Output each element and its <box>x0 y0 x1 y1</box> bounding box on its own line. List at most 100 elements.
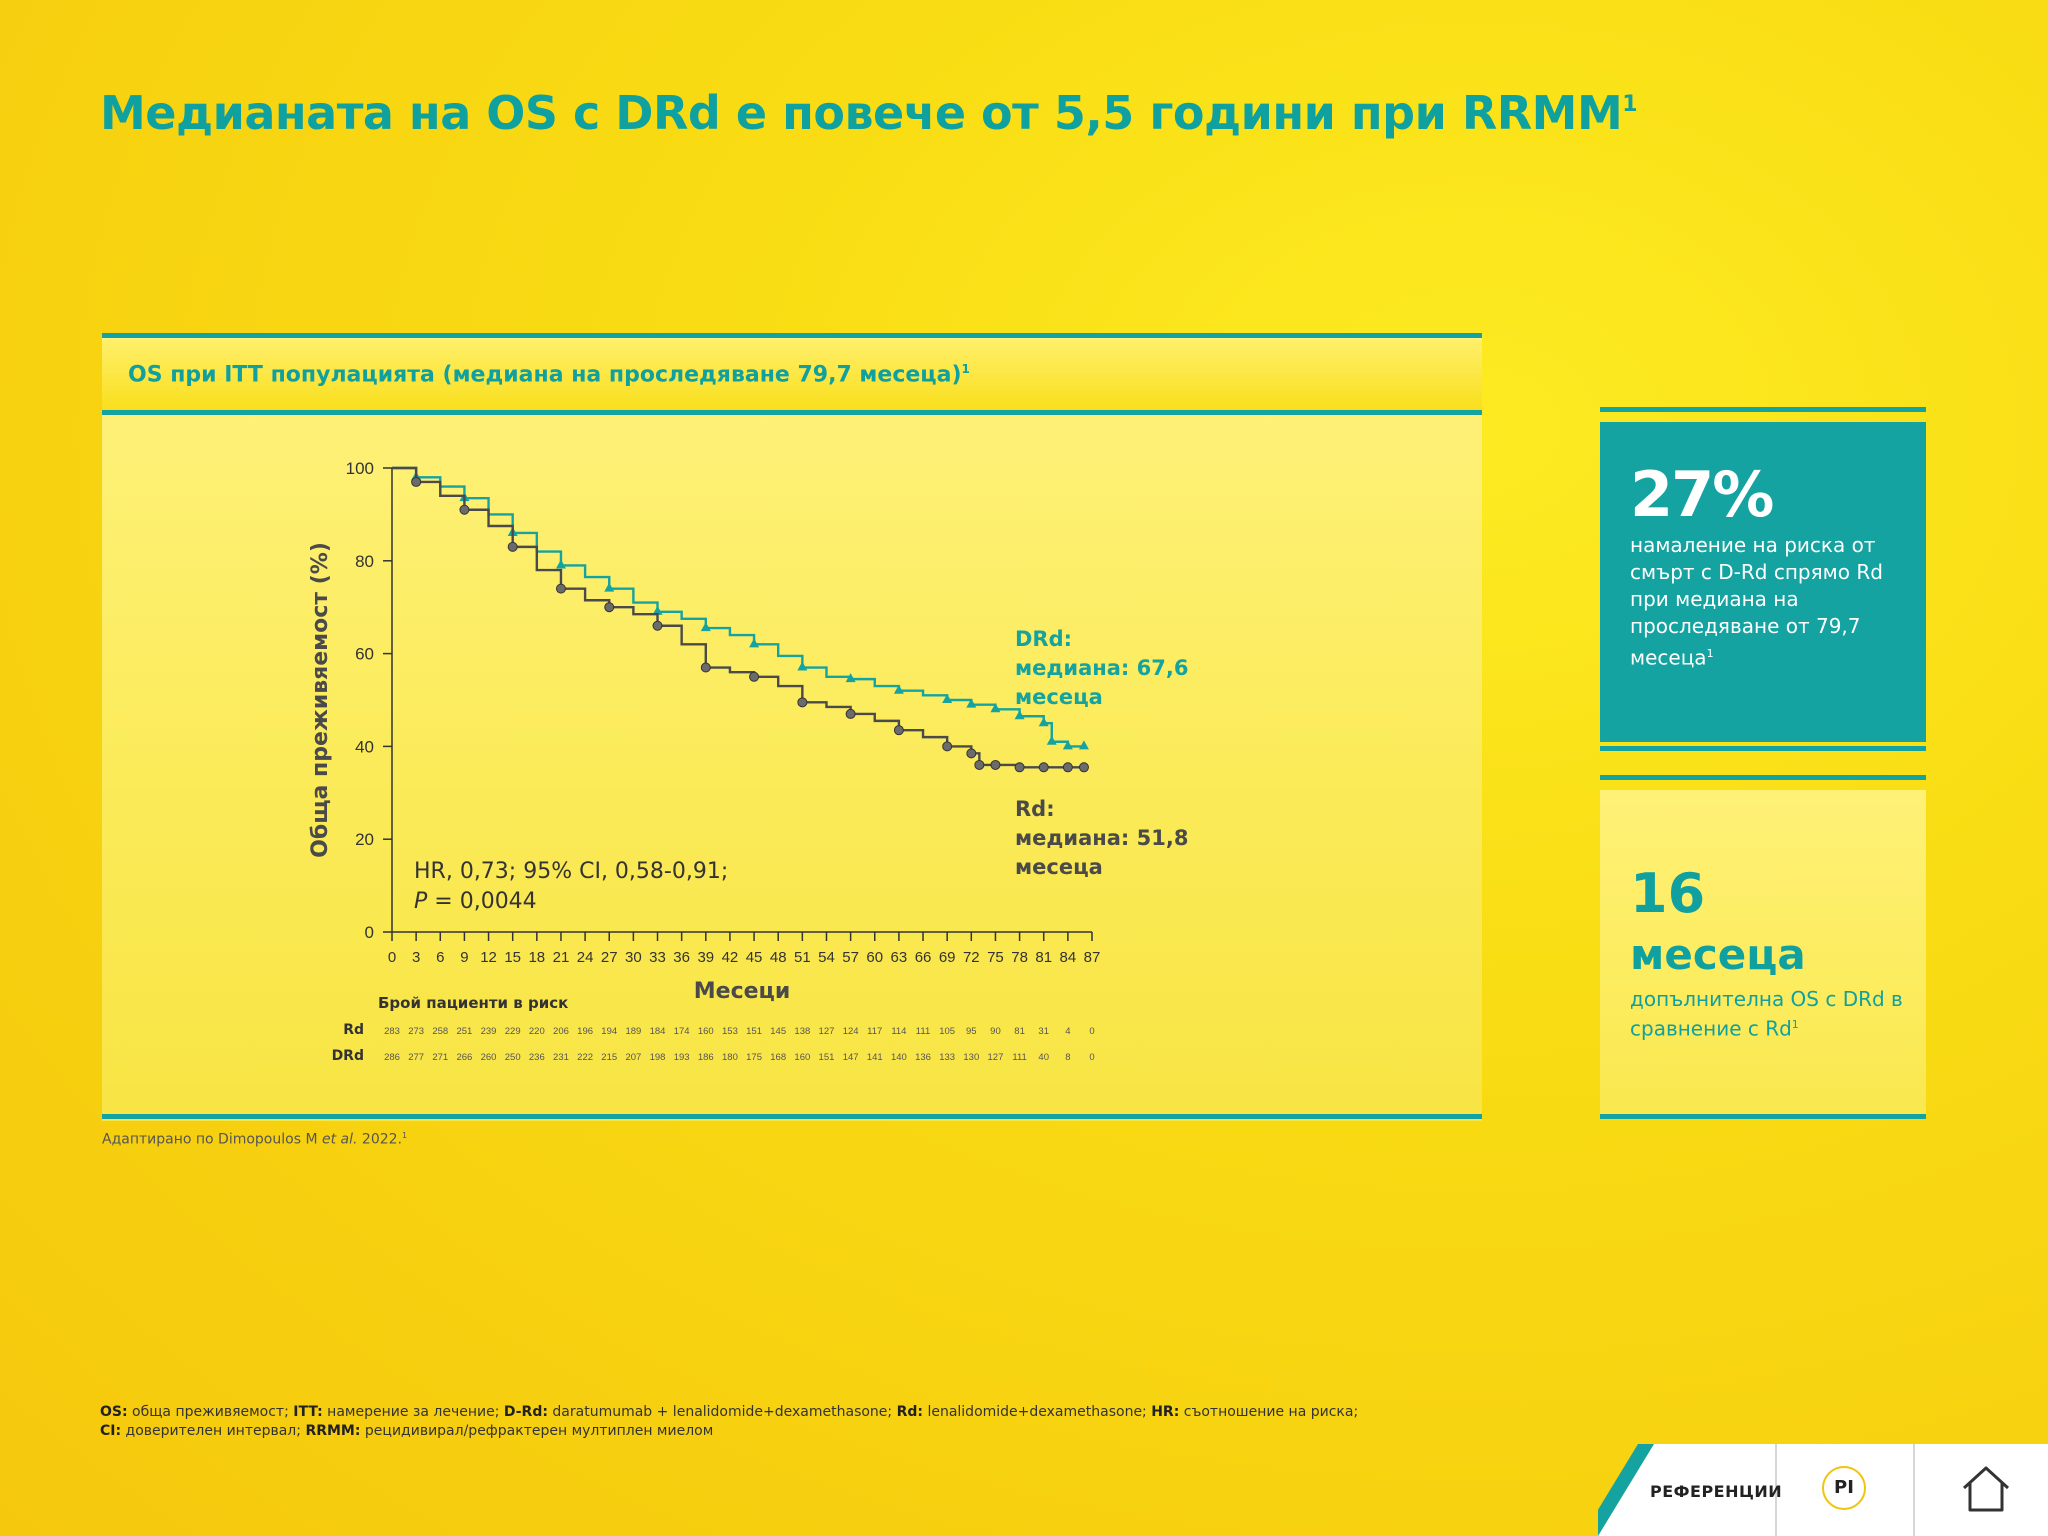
stat2-top-rule <box>1600 775 1926 780</box>
censor-mark-drd <box>1038 717 1049 727</box>
stat-card-risk-reduction: 27% намаление на риска от смърт с D-Rd с… <box>1600 422 1926 742</box>
at-risk-value: 141 <box>867 1052 883 1063</box>
x-tick-label: 9 <box>460 949 468 966</box>
series-label-drd: месеца <box>1015 685 1103 709</box>
at-risk-value: 105 <box>939 1026 955 1037</box>
x-tick-label: 27 <box>601 949 618 966</box>
censor-mark-drd <box>1046 735 1057 745</box>
footnote-definition: намерение за лечение; <box>322 1404 504 1420</box>
at-risk-value: 145 <box>770 1026 786 1037</box>
x-tick-label: 63 <box>891 949 908 966</box>
at-risk-value: 220 <box>529 1026 545 1037</box>
pi-button-icon[interactable]: PI <box>1822 1466 1866 1510</box>
x-tick-label: 57 <box>842 949 859 966</box>
footnote-term: D-Rd: <box>503 1404 548 1420</box>
x-tick-label: 45 <box>746 949 763 966</box>
at-risk-value: 239 <box>481 1026 497 1037</box>
at-risk-value: 133 <box>939 1052 955 1063</box>
x-tick-label: 51 <box>794 949 811 966</box>
at-risk-value: 186 <box>698 1052 714 1063</box>
at-risk-value: 196 <box>577 1026 593 1037</box>
censor-mark-rd <box>797 697 808 708</box>
censor-mark-rd <box>974 759 985 770</box>
at-risk-value: 222 <box>577 1052 593 1063</box>
at-risk-value: 140 <box>891 1052 907 1063</box>
x-tick-label: 3 <box>412 949 420 966</box>
home-icon[interactable] <box>1960 1462 2012 1514</box>
at-risk-value: 111 <box>1012 1052 1026 1063</box>
at-risk-value: 160 <box>794 1052 810 1063</box>
x-tick-label: 33 <box>649 949 666 966</box>
panel-header-rule <box>102 410 1482 415</box>
at-risk-value: 258 <box>432 1026 448 1037</box>
at-risk-value: 31 <box>1038 1026 1049 1037</box>
at-risk-value: 206 <box>553 1026 569 1037</box>
x-tick-label: 24 <box>577 949 594 966</box>
footnote-definition: доверителен интервал; <box>121 1423 306 1439</box>
y-tick-label: 0 <box>365 923 374 942</box>
x-tick-label: 39 <box>697 949 714 966</box>
censor-mark-drd <box>604 582 615 592</box>
at-risk-value: 251 <box>456 1026 472 1037</box>
x-tick-label: 75 <box>987 949 1004 966</box>
x-tick-label: 21 <box>553 949 570 966</box>
censor-mark-rd <box>700 662 711 673</box>
at-risk-row-label: DRd <box>332 1048 364 1064</box>
hr-annotation-line-1: HR, 0,73; 95% CI, 0,58-0,91; <box>414 859 728 884</box>
at-risk-value: 127 <box>819 1026 835 1037</box>
at-risk-value: 260 <box>481 1052 497 1063</box>
censor-mark-rd <box>555 583 566 594</box>
at-risk-value: 151 <box>819 1052 835 1063</box>
at-risk-value: 124 <box>843 1026 859 1037</box>
y-tick-label: 40 <box>355 737 374 756</box>
footnote-term: ITT: <box>293 1404 323 1420</box>
references-button[interactable]: РЕФЕРЕНЦИИ <box>1650 1482 1783 1501</box>
x-tick-label: 84 <box>1060 949 1077 966</box>
at-risk-value: 174 <box>674 1026 690 1037</box>
censor-mark-drd <box>990 703 1001 713</box>
page-title: Медианата на OS с DRd е повече от 5,5 го… <box>100 86 1638 140</box>
at-risk-value: 136 <box>915 1052 931 1063</box>
footnote-line-2: CI: доверителен интервал; RRMM: рецидиви… <box>100 1422 1540 1441</box>
x-axis-label: Месеци <box>694 979 791 1004</box>
y-tick-label: 100 <box>346 459 374 478</box>
y-tick-label: 60 <box>355 645 374 664</box>
censor-mark-rd <box>1014 762 1025 773</box>
p-value: = 0,0044 <box>427 889 536 914</box>
y-tick-label: 20 <box>355 830 374 849</box>
x-tick-label: 78 <box>1011 949 1028 966</box>
at-risk-value: 138 <box>794 1026 810 1037</box>
at-risk-value: 117 <box>867 1026 882 1037</box>
x-tick-label: 18 <box>528 949 545 966</box>
at-risk-value: 283 <box>384 1026 400 1037</box>
at-risk-value: 114 <box>891 1026 906 1037</box>
panel-top-rule <box>102 333 1482 338</box>
at-risk-value: 147 <box>843 1052 859 1063</box>
x-tick-label: 66 <box>915 949 932 966</box>
censor-mark-rd <box>990 759 1001 770</box>
censor-mark-drd <box>1062 740 1073 750</box>
at-risk-value: 273 <box>408 1026 424 1037</box>
censor-mark-drd <box>749 638 760 648</box>
x-tick-label: 15 <box>504 949 521 966</box>
x-tick-label: 48 <box>770 949 787 966</box>
at-risk-value: 130 <box>963 1052 979 1063</box>
censor-mark-drd <box>555 559 566 569</box>
y-tick-label: 80 <box>355 552 374 571</box>
footnote-definition: рецидивирал/рефрактерен мултиплен миелом <box>360 1423 714 1439</box>
censor-mark-rd <box>652 620 663 631</box>
censor-mark-drd <box>893 684 904 694</box>
series-label-drd: DRd: <box>1015 627 1072 651</box>
at-risk-value: 153 <box>722 1026 738 1037</box>
at-risk-value: 193 <box>674 1052 690 1063</box>
footnote-term: OS: <box>100 1404 128 1420</box>
at-risk-value: 160 <box>698 1026 714 1037</box>
x-tick-label: 30 <box>625 949 642 966</box>
series-label-rd: месеца <box>1015 855 1103 879</box>
stat1-top-rule <box>1600 407 1926 412</box>
bottom-nav: РЕФЕРЕНЦИИ PI <box>1598 1444 2048 1536</box>
stat1-bottom-rule <box>1600 746 1926 751</box>
x-tick-label: 0 <box>388 949 396 966</box>
footnote-definition: lenalidomide+dexamethasone; <box>923 1404 1152 1420</box>
